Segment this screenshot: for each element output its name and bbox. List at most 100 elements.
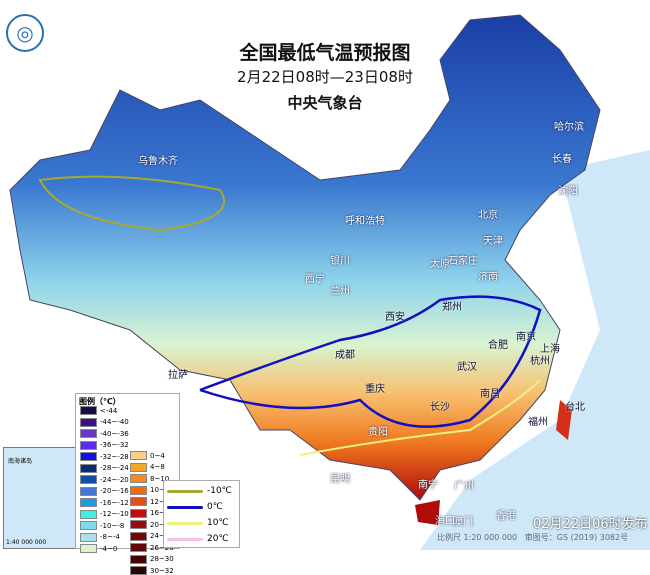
legend-item: 0~4 — [130, 451, 165, 460]
legend-item: -24~-20 — [80, 475, 129, 484]
legend-label: -16~-12 — [100, 498, 129, 507]
city-label: 南昌 — [480, 389, 500, 400]
legend-label: -44~-40 — [100, 418, 129, 426]
map-title: 全国最低气温预报图 — [239, 42, 411, 64]
sea — [420, 150, 650, 550]
isoline-item: 20℃ — [167, 531, 239, 547]
city-label: 广州 — [454, 481, 474, 492]
city-label: 乌鲁木齐 — [138, 156, 178, 167]
footer-info: 比例尺 1:20 000 000 审图号：GS (2019) 3082号 — [437, 532, 628, 543]
legend-label: 12~16 — [150, 497, 174, 506]
isoline-label: 20℃ — [207, 534, 229, 544]
publish-time: 02月22日06时发布 — [533, 517, 648, 532]
legend-swatch — [130, 474, 147, 483]
legend-item: 10~12 — [130, 485, 174, 495]
legend-item: 4~8 — [130, 462, 165, 472]
legend-item: -32~-28 — [80, 452, 129, 461]
isoline-item: -10℃ — [167, 483, 239, 499]
legend-swatch — [130, 462, 147, 472]
city-label: 成都 — [335, 350, 355, 361]
inset-scale: 1:40 000 000 — [6, 539, 47, 546]
city-label: 合肥 — [488, 340, 508, 351]
legend-swatch — [130, 566, 147, 575]
legend-label: 8~10 — [150, 474, 170, 483]
legend-swatch — [80, 417, 97, 427]
city-label: 昆明 — [330, 474, 350, 485]
legend-label: 26~28 — [150, 543, 174, 552]
legend-item: 12~16 — [130, 497, 174, 506]
city-label: 香港 — [496, 511, 516, 522]
legend-swatch — [80, 498, 97, 507]
legend-swatch — [130, 485, 147, 495]
city-label: 杭州 — [530, 356, 550, 367]
legend-label: 28~30 — [150, 555, 174, 563]
city-label: 重庆 — [365, 384, 385, 395]
city-label: 海口 — [435, 516, 455, 527]
city-label: 福州 — [528, 417, 548, 428]
legend-label: -8~-4 — [100, 533, 120, 541]
legend-item: 30~32 — [130, 566, 174, 575]
legend-label: 16~20 — [150, 509, 174, 517]
scale-text: 比例尺 1:20 000 000 — [437, 533, 518, 542]
legend-label: -20~-16 — [100, 487, 129, 495]
legend-label: -40~-36 — [100, 429, 129, 438]
china-landmass — [9, 14, 601, 501]
isoline-minus10 — [38, 175, 225, 232]
legend-title: 图例（℃） — [79, 397, 121, 406]
legend-item: -40~-36 — [80, 429, 129, 438]
isoline-label: 0℃ — [207, 502, 223, 512]
city-label: 兰州 — [330, 286, 350, 297]
city-label: 长沙 — [430, 402, 450, 413]
city-label: 上海 — [540, 344, 560, 355]
legend-item: <-44 — [80, 406, 117, 415]
legend-swatch — [80, 463, 97, 473]
city-label: 天津 — [483, 236, 503, 247]
legend-swatch — [130, 497, 147, 506]
city-label: 拉萨 — [168, 370, 188, 381]
city-label: 沈阳 — [558, 186, 578, 197]
isoline-item: 10℃ — [167, 515, 239, 531]
issuer: 中央气象台 — [287, 94, 363, 112]
isoline-10 — [299, 379, 541, 456]
inset-title: 南海诸岛 — [8, 458, 33, 465]
legend-item: -12~-10 — [80, 509, 129, 519]
legend-item: 28~30 — [130, 554, 174, 564]
cma-logo: ◎ — [6, 14, 44, 52]
legend-label: 20~24 — [150, 520, 174, 529]
legend-swatch — [130, 508, 147, 518]
legend-swatch — [80, 440, 97, 450]
legend-swatch — [80, 521, 97, 530]
isoline-swatch — [167, 489, 203, 493]
city-label: 银川 — [330, 256, 350, 267]
legend: 图例（℃） <-44 -44~-40 -40~-36 -36~-32 -32~-28 -2… — [75, 393, 180, 575]
legend-item: -44~-40 — [80, 417, 129, 427]
isoline-item: 0℃ — [167, 499, 239, 515]
isoline-swatch — [167, 537, 203, 541]
legend-swatch — [80, 452, 97, 461]
legend-swatch — [80, 406, 97, 415]
city-label: 南宁 — [418, 480, 438, 491]
legend-label: 10~12 — [150, 486, 174, 494]
city-label: 郑州 — [442, 302, 462, 313]
legend-label: 4~8 — [150, 463, 165, 471]
city-label: 太原 — [430, 259, 450, 270]
legend-swatch — [130, 451, 147, 460]
city-label: 澳门 — [453, 517, 473, 528]
isoline-label: 10℃ — [207, 518, 229, 528]
legend-item: 24~26 — [130, 531, 174, 541]
city-label: 南京 — [516, 332, 536, 343]
legend-swatch — [80, 532, 97, 542]
legend-label: -12~-10 — [100, 510, 129, 518]
south-china-sea-inset: 南海诸岛 1:40 000 000 — [3, 447, 77, 549]
legend-label: -4~0 — [100, 544, 118, 553]
legend-label: 30~32 — [150, 566, 174, 575]
legend-swatch — [130, 554, 147, 564]
isoline-legend: -10℃ 0℃ 10℃ 20℃ — [163, 480, 240, 548]
city-label: 北京 — [478, 210, 498, 221]
isoline-label: -10℃ — [207, 486, 232, 496]
legend-label: -28~-24 — [100, 464, 129, 472]
legend-label: <-44 — [100, 406, 118, 415]
legend-swatch — [80, 475, 97, 484]
legend-swatch — [80, 509, 97, 519]
isoline-swatch — [167, 505, 203, 509]
